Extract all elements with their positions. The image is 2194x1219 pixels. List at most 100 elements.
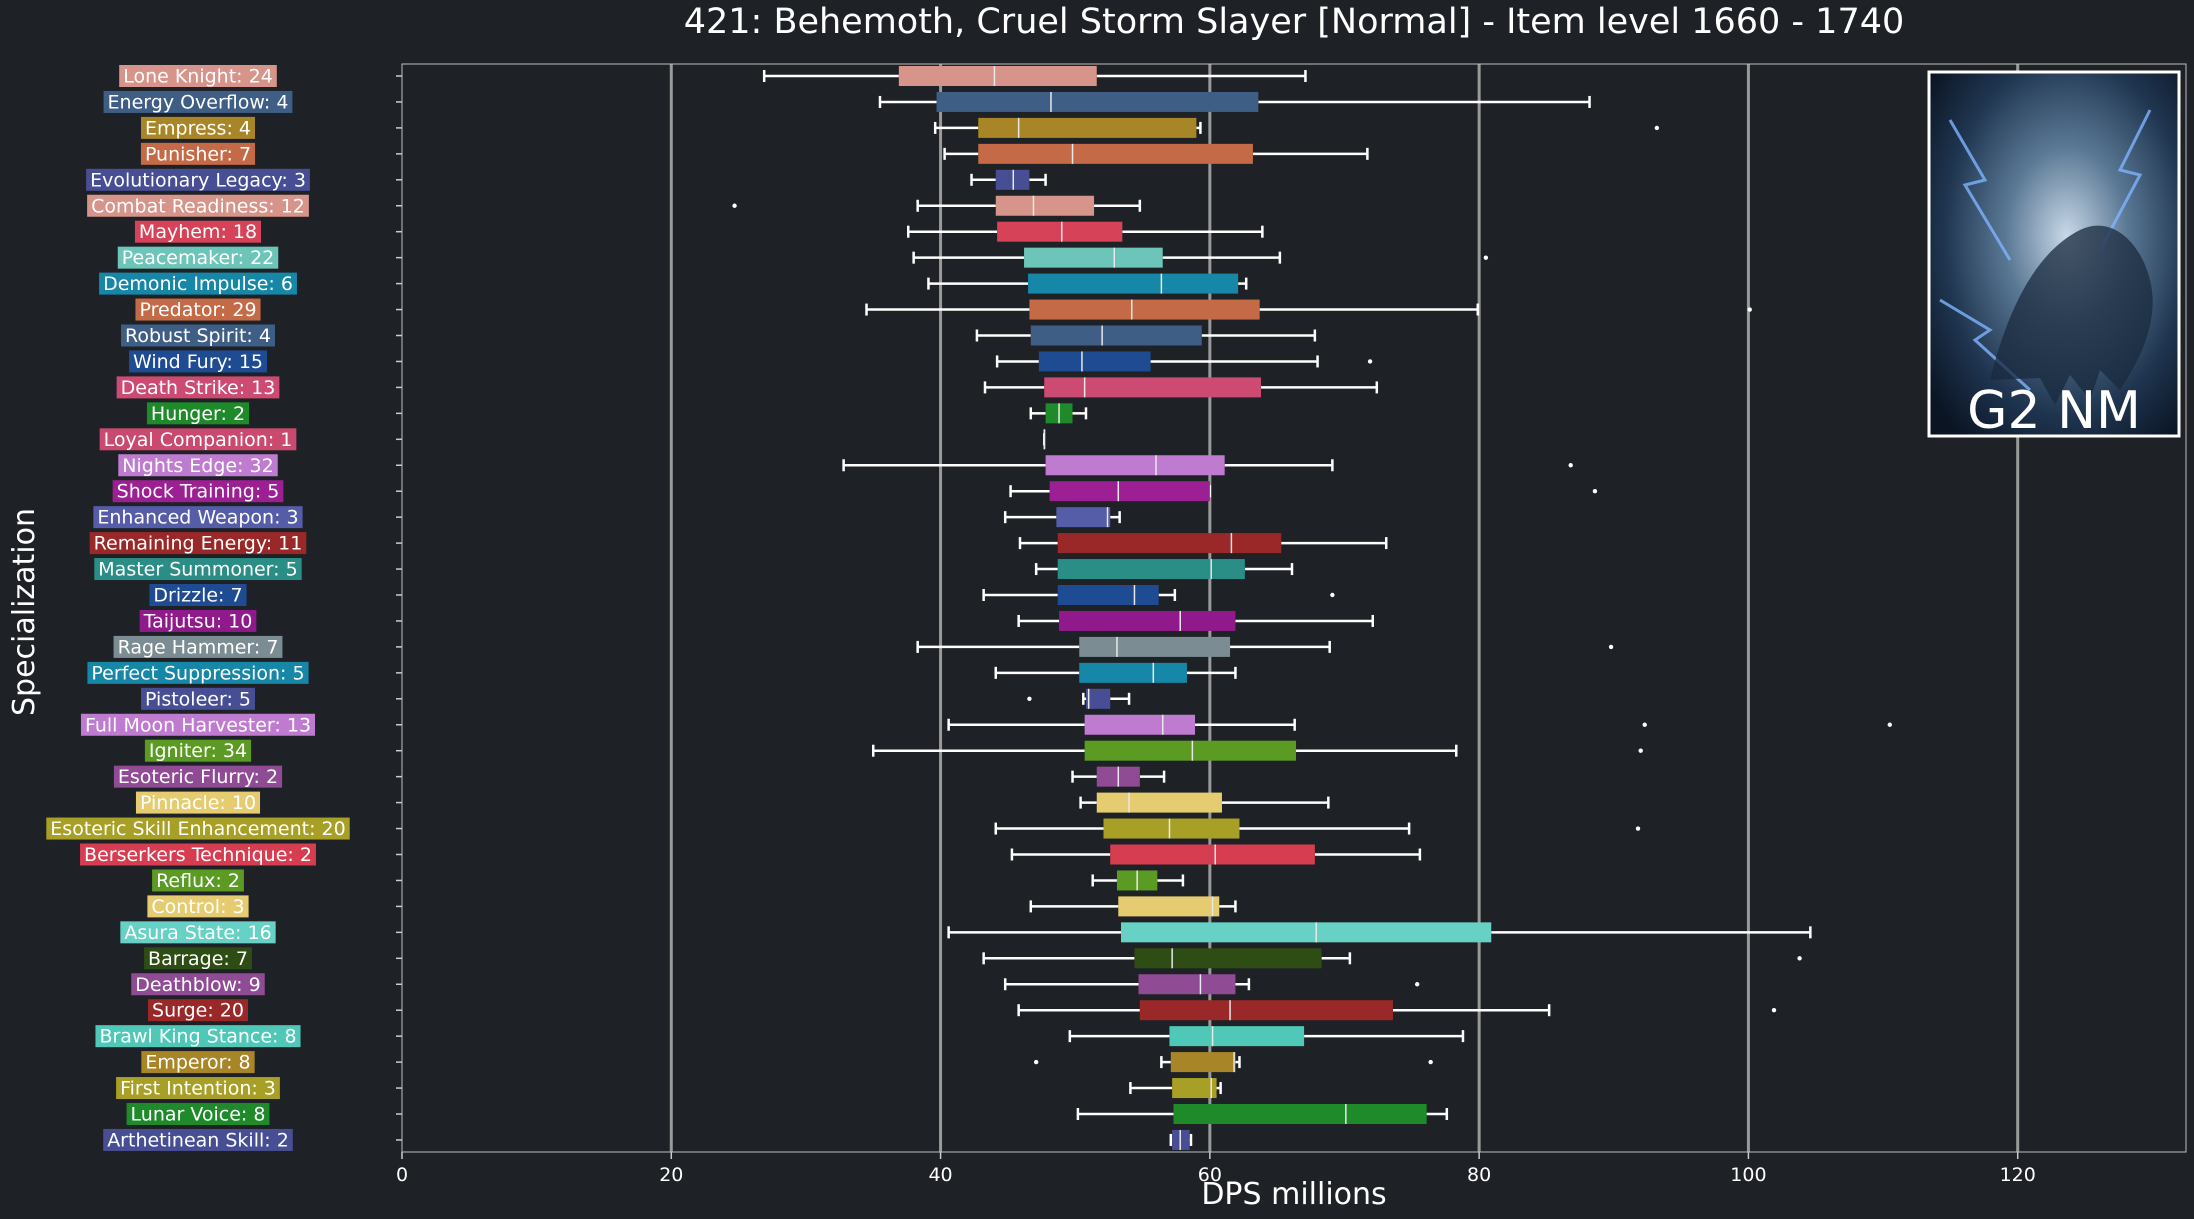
box-row	[396, 273, 1248, 294]
iqr-box	[1029, 299, 1260, 320]
outlier-point	[1635, 826, 1641, 831]
category-label: Remaining Energy: 11	[89, 532, 307, 555]
category-label-text: Control: 3	[151, 896, 244, 918]
category-label-text: Evolutionary Legacy: 3	[90, 169, 306, 191]
category-label: First Intention: 3	[116, 1077, 280, 1100]
outlier-point	[1887, 722, 1892, 727]
category-label-background	[120, 921, 276, 944]
category-label: Emperor: 8	[141, 1051, 255, 1074]
outlier-point	[1608, 644, 1614, 650]
iqr-box	[1038, 351, 1151, 372]
category-label-text: First Intention: 3	[120, 1078, 276, 1100]
category-label-background	[46, 817, 350, 840]
category-label: Empress: 4	[141, 116, 255, 139]
category-label-background	[134, 220, 262, 243]
category-label-text: Brawl King Stance: 8	[99, 1026, 296, 1048]
category-label-text: Arthetinean Skill: 2	[107, 1129, 289, 1151]
grid-lines	[669, 64, 2020, 1152]
category-label-text: Loyal Companion: 1	[104, 429, 293, 451]
box-row	[396, 1026, 1465, 1047]
category-label-background	[112, 480, 284, 503]
iqr-box	[1030, 325, 1202, 346]
box-row	[396, 1000, 1777, 1021]
iqr-box	[1045, 455, 1225, 476]
iqr-box	[1059, 610, 1236, 631]
category-label-background	[80, 713, 316, 736]
outlier-point	[1797, 956, 1802, 961]
category-label: Asura State: 16	[120, 921, 276, 944]
outlier-point	[1568, 463, 1573, 468]
category-label: Deathblow: 9	[131, 973, 265, 996]
category-label-text: Esoteric Skill Enhancement: 20	[50, 818, 345, 840]
box-row	[396, 195, 1142, 216]
x-tick-label: 40	[928, 1164, 952, 1186]
x-tick-label: 60	[1198, 1164, 1222, 1186]
category-label-text: Combat Readiness: 12	[91, 195, 305, 217]
category-label: Peacemaker: 22	[117, 246, 279, 269]
category-label-background	[113, 765, 283, 788]
category-labels: Lone Knight: 24 Energy Overflow: 4 Empress…	[46, 65, 350, 1151]
box-row	[396, 714, 1892, 735]
category-label-background	[121, 324, 275, 347]
iqr-box	[1134, 948, 1322, 969]
iqr-box	[1079, 662, 1187, 683]
category-label-background	[144, 947, 252, 970]
category-label-text: Lone Knight: 24	[123, 66, 273, 88]
category-label-background	[147, 895, 249, 918]
category-label: Surge: 20	[148, 999, 248, 1022]
category-label-text: Robust Spirit: 4	[125, 325, 271, 347]
box-row	[396, 792, 1330, 813]
outlier-point	[1747, 307, 1752, 312]
iqr-box	[978, 143, 1253, 164]
box-row	[396, 1129, 1193, 1150]
outlier-point	[1367, 359, 1373, 364]
box-row	[396, 1078, 1222, 1099]
category-label-text: Surge: 20	[152, 1000, 244, 1022]
category-label-background	[116, 376, 280, 399]
category-label: Arthetinean Skill: 2	[103, 1128, 293, 1151]
category-label-background	[99, 428, 297, 451]
category-label-text: Full Moon Harvester: 13	[85, 714, 311, 736]
category-label-text: Deathblow: 9	[135, 974, 260, 996]
category-label-background	[141, 1051, 255, 1074]
category-label-text: Esoteric Flurry: 2	[118, 766, 278, 788]
category-label-background	[86, 168, 310, 191]
box-row	[396, 507, 1121, 528]
iqr-box	[1170, 1052, 1236, 1073]
category-label-text: Barrage: 7	[148, 948, 248, 970]
category-label: Evolutionary Legacy: 3	[86, 168, 310, 191]
category-label-text: Master Summoner: 5	[98, 559, 297, 581]
category-label-text: Demonic Impulse: 6	[103, 273, 293, 295]
category-label: Perfect Suppression: 5	[87, 661, 309, 684]
category-label-background	[116, 1077, 280, 1100]
x-tick-label: 20	[659, 1164, 683, 1186]
category-label-background	[141, 687, 255, 710]
category-label-text: Empress: 4	[145, 117, 251, 139]
iqr-box	[1024, 247, 1163, 268]
box-row	[396, 818, 1641, 839]
category-label-text: Reflux: 2	[156, 870, 240, 892]
category-label-text: Emperor: 8	[145, 1052, 250, 1074]
iqr-box	[936, 91, 1259, 112]
box-row	[396, 844, 1422, 865]
category-label: Enhanced Weapon: 3	[93, 506, 303, 529]
box-series	[396, 66, 1892, 1150]
category-label-background	[94, 558, 302, 581]
category-label-background	[141, 116, 255, 139]
category-label-text: Energy Overflow: 4	[108, 91, 289, 113]
category-label: Pistoleer: 5	[141, 687, 255, 710]
category-label-text: Wind Fury: 15	[133, 351, 263, 373]
box-row	[396, 974, 1420, 995]
x-axis-title: DPS millions	[1201, 1177, 1386, 1212]
category-label: Taijutsu: 10	[139, 609, 257, 632]
box-row	[396, 221, 1264, 242]
iqr-box	[1096, 792, 1222, 813]
category-label-text: Berserkers Technique: 2	[84, 844, 312, 866]
category-label: Combat Readiness: 12	[87, 194, 309, 217]
x-axis-ticks: 0 20 40 60 80 100 120	[396, 1152, 2036, 1186]
category-label: Pinnacle: 10	[135, 791, 261, 814]
outlier-point	[1483, 255, 1489, 260]
box-row	[396, 610, 1375, 631]
iqr-box	[995, 195, 1095, 216]
iqr-box	[1084, 740, 1297, 761]
